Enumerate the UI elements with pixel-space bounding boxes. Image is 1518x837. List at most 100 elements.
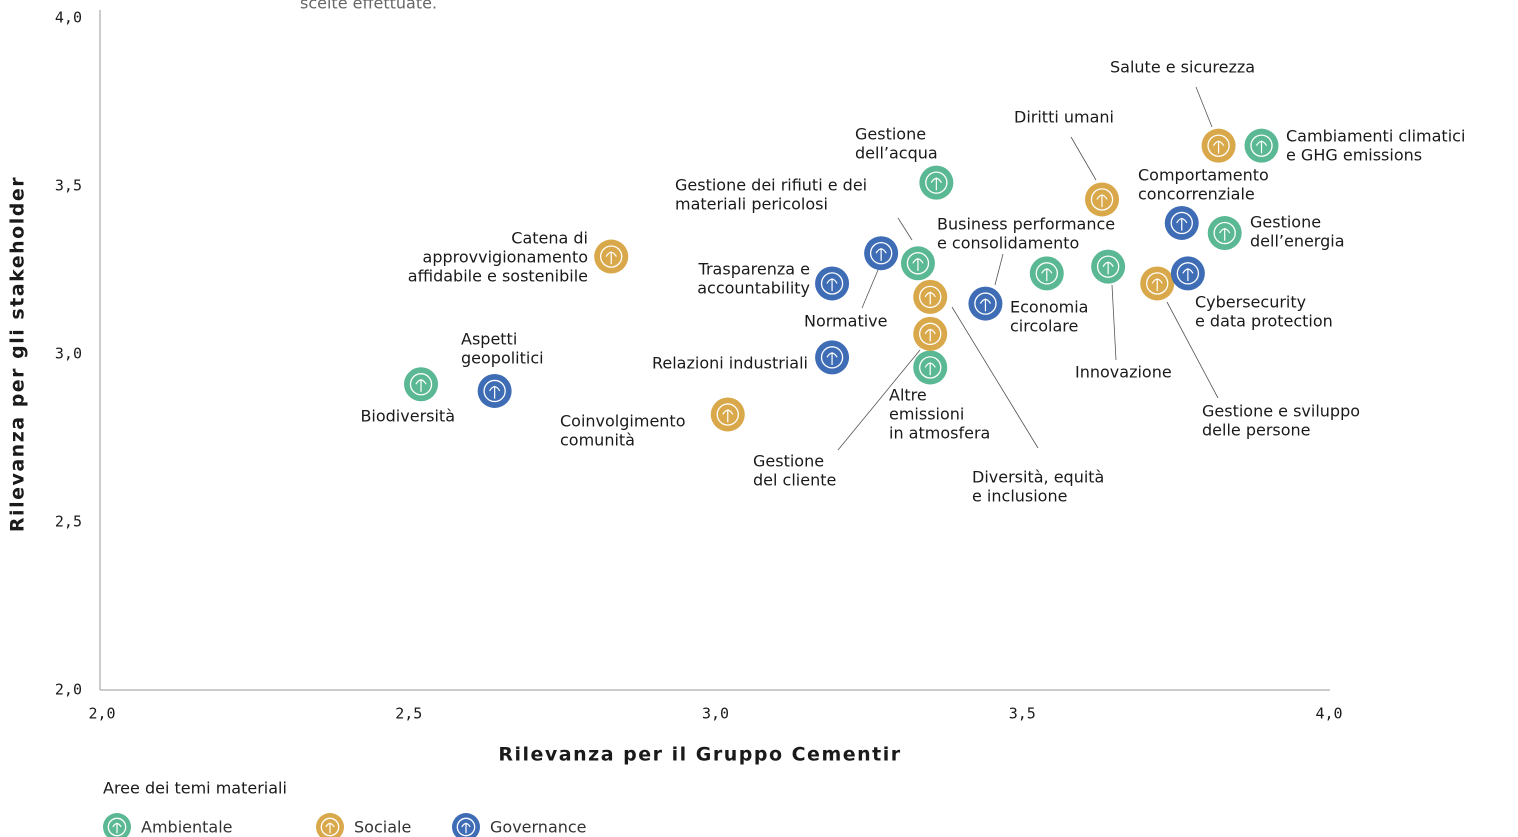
leader-line [994, 253, 1004, 286]
point [1140, 266, 1175, 301]
point-label: Biodiversità [360, 407, 455, 426]
point-glyph [1151, 278, 1163, 292]
point-glyph [1255, 140, 1268, 154]
point-label: Altre [889, 386, 927, 405]
x-tick-label: 3,0 [702, 705, 729, 723]
x-tick-label: 4,0 [1315, 705, 1342, 723]
point [477, 373, 512, 408]
point-glyph [826, 352, 838, 366]
leader-line [951, 306, 1039, 449]
leader-line [897, 217, 913, 241]
legend-label: Sociale [354, 818, 411, 837]
point-label: Normative [804, 312, 887, 331]
point-glyph [912, 258, 924, 271]
point-ring [600, 245, 623, 268]
leader-line [1166, 301, 1219, 399]
leader-line [861, 269, 879, 309]
point-ring [820, 346, 844, 369]
point [1170, 256, 1205, 291]
point-ring [974, 292, 997, 315]
point-label: e consolidamento [937, 234, 1079, 253]
point-ring [1213, 221, 1236, 245]
point-glyph [415, 379, 427, 392]
x-tick-label: 3,5 [1009, 705, 1036, 723]
point-label: Innovazione [1075, 363, 1172, 382]
point-ring [1250, 134, 1273, 157]
point-label: e data protection [1195, 312, 1333, 331]
point-ring [869, 242, 893, 265]
point-ring [716, 403, 739, 426]
point [1091, 249, 1126, 284]
point-label: Economia [1010, 298, 1088, 317]
point [1164, 205, 1199, 240]
leader-line [1111, 284, 1117, 361]
point-glyph [1212, 140, 1225, 154]
point [913, 316, 948, 351]
point [864, 236, 899, 271]
leader-line [1195, 86, 1213, 128]
point-label: Salute e sicurezza [1110, 58, 1255, 77]
point-label: Coinvolgimento [560, 412, 685, 431]
point-ring [409, 373, 433, 396]
point [919, 165, 954, 200]
point-ring [1090, 188, 1114, 211]
point [968, 286, 1003, 321]
point-label: e GHG emissions [1286, 146, 1422, 165]
point-label: approvvigionamento [423, 248, 588, 267]
point [1207, 216, 1242, 251]
point-label: del cliente [753, 471, 836, 490]
point-label: geopolitici [461, 349, 544, 368]
point [594, 239, 629, 274]
point [404, 367, 439, 402]
legend-label: Governance [490, 818, 587, 837]
point-glyph [924, 291, 936, 305]
point-ring [919, 356, 942, 379]
legend-icon-glyph [461, 822, 471, 834]
y-tick-label: 3,5 [55, 177, 82, 195]
point-glyph [979, 298, 992, 312]
x-tick-label: 2,0 [88, 705, 115, 723]
leader-line [1070, 136, 1097, 181]
point-glyph [1182, 268, 1194, 282]
caption: scelte effettuate. [300, 0, 437, 13]
point-label: emissioni [889, 405, 964, 424]
y-tick-label: 2,5 [55, 513, 82, 531]
point-ring [919, 322, 942, 346]
point-glyph [924, 328, 936, 342]
point-ring [1146, 272, 1169, 295]
point-ring [1035, 262, 1058, 285]
point-label: Cybersecurity [1195, 293, 1306, 312]
point-ring [1096, 255, 1120, 278]
point-glyph [875, 248, 887, 261]
point [1029, 256, 1064, 291]
point [815, 340, 850, 375]
point-glyph [1219, 227, 1231, 241]
point-label: Gestione [753, 452, 824, 471]
legend-icon-ring [456, 817, 476, 837]
point [913, 279, 948, 314]
point-label: Comportamento [1138, 166, 1269, 185]
point-label: delle persone [1202, 421, 1311, 440]
legend-icon [452, 813, 480, 837]
point-label: Diritti umani [1014, 108, 1114, 127]
legend-title: Aree dei temi materiali [103, 779, 287, 798]
point-glyph [1041, 268, 1053, 282]
point-label: e inclusione [972, 487, 1067, 506]
leader-line [837, 349, 921, 451]
point-label: dell’energia [1250, 232, 1345, 251]
point-glyph [930, 177, 942, 191]
point-label: Diversità, equità [972, 468, 1104, 487]
point-label: accountability [697, 279, 810, 298]
legend-icon-glyph [325, 822, 335, 834]
point-glyph [1102, 261, 1114, 275]
point-label: Aspetti [461, 330, 517, 349]
legend-label: Ambientale [141, 818, 232, 837]
point-label: circolare [1010, 317, 1078, 336]
legend-icon-ring [320, 817, 340, 837]
point-label: Gestione dei rifiuti e dei [675, 176, 867, 195]
point-glyph [924, 362, 936, 376]
y-tick-label: 2,0 [55, 681, 82, 699]
point-label: Gestione e sviluppo [1202, 402, 1360, 421]
point-label: dell’acqua [855, 144, 938, 163]
